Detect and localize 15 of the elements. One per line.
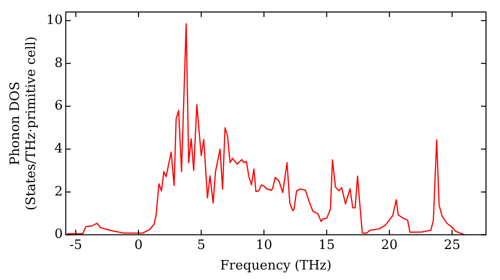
x-tick-label: 25	[444, 238, 460, 253]
y-tick-label: 10	[46, 12, 63, 28]
y-tick-label: 4	[54, 141, 63, 156]
x-tick-label: 0	[134, 238, 143, 253]
y-axis-title: Phonon DOS (States/THz·primitive cell)	[8, 36, 39, 210]
y-tick-label: 8	[54, 56, 63, 71]
x-tick-label: 5	[197, 238, 206, 253]
x-tick-label: 10	[256, 238, 272, 253]
y-tick-label: 6	[54, 98, 63, 114]
x-axis-title: Frequency (THz)	[220, 258, 332, 274]
x-tick-label: 15	[318, 238, 335, 253]
y-tick-label: 0	[54, 227, 63, 242]
x-tick-label: -5	[69, 238, 82, 253]
x-tick-label: 20	[381, 238, 398, 253]
y-tick-label: 2	[54, 184, 63, 200]
